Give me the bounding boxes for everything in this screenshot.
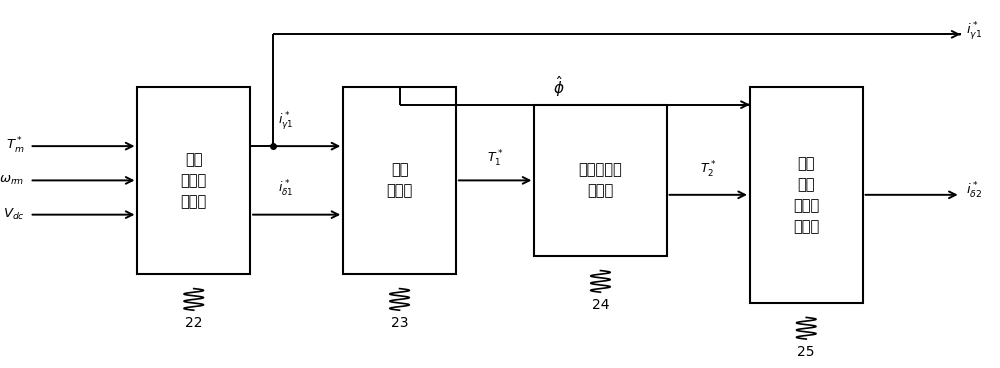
Bar [750, 86, 863, 303]
Text: 电流
指令值
运算器: 电流 指令值 运算器 [181, 152, 207, 209]
Text: $i_{\delta 2}^*$: $i_{\delta 2}^*$ [966, 181, 982, 201]
Text: $\hat{\phi}$: $\hat{\phi}$ [553, 74, 565, 99]
Text: $i_{\delta 1}^*$: $i_{\delta 1}^*$ [278, 179, 293, 199]
Bar [534, 105, 667, 256]
Text: 22: 22 [185, 316, 202, 330]
Text: 扭矩目标值
运算器: 扭矩目标值 运算器 [579, 162, 622, 198]
Text: 扭矩
电流
指令值
运算器: 扭矩 电流 指令值 运算器 [793, 156, 819, 234]
Text: 24: 24 [592, 298, 609, 312]
Text: 25: 25 [798, 345, 815, 359]
Text: $V_{dc}$: $V_{dc}$ [3, 207, 25, 222]
Bar [137, 86, 250, 274]
Bar [343, 86, 456, 274]
Text: $T_2^*$: $T_2^*$ [700, 159, 716, 180]
Text: $T_1^*$: $T_1^*$ [487, 149, 503, 169]
Text: 23: 23 [391, 316, 408, 330]
Text: $i_{\gamma 1}^*$: $i_{\gamma 1}^*$ [966, 20, 982, 42]
Text: $\omega_{rm}$: $\omega_{rm}$ [0, 174, 25, 187]
Text: $i_{\gamma 1}^*$: $i_{\gamma 1}^*$ [278, 110, 293, 132]
Text: $T_m^*$: $T_m^*$ [6, 136, 25, 156]
Text: 磁通
推定器: 磁通 推定器 [386, 162, 413, 198]
